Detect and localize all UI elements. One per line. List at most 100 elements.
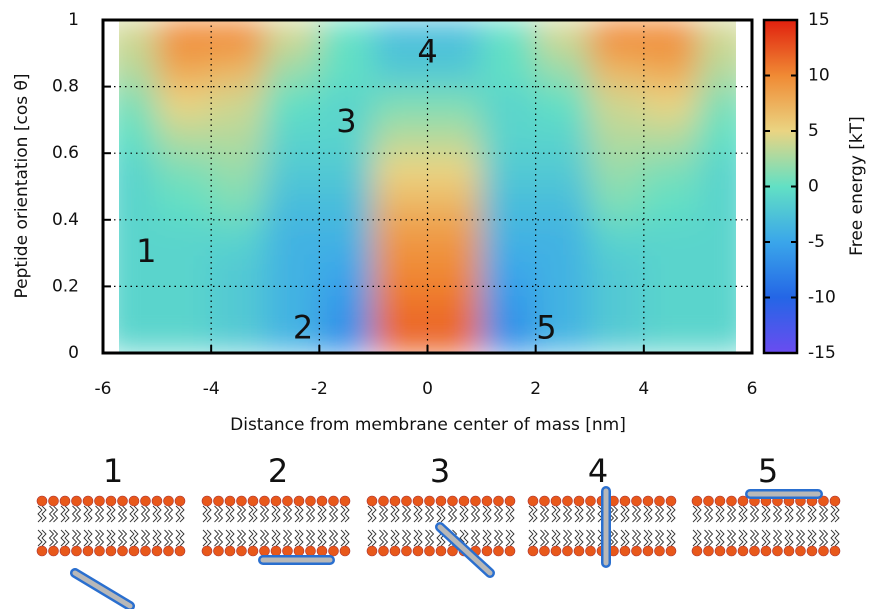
lipid-tail <box>543 529 550 547</box>
heatmap-cell <box>156 152 212 187</box>
lipid-head <box>163 495 174 507</box>
lipid-tail <box>772 529 779 547</box>
heatmap-cell <box>264 52 320 88</box>
lipid-tail <box>719 529 725 547</box>
lipid-head <box>117 545 128 557</box>
lipid-tail <box>742 505 748 523</box>
lipid-head <box>665 495 677 507</box>
lipid-tail <box>317 529 323 547</box>
heatmap-cell <box>427 52 483 88</box>
lipid-tail <box>551 529 557 547</box>
lipid-head <box>527 545 539 557</box>
lipid-tail <box>83 505 89 523</box>
lipid-tail <box>206 529 212 547</box>
lipid-tail <box>428 505 435 523</box>
lipid-tail <box>726 529 733 547</box>
lipid-head <box>562 495 573 507</box>
lipid-tail <box>275 505 281 523</box>
heatmap-cell <box>210 20 266 54</box>
lipid-head <box>282 495 293 507</box>
lipid-head <box>539 545 550 557</box>
y-axis-label: Peptide orientation [cos θ] <box>12 73 32 298</box>
lipid-tail <box>371 505 377 523</box>
lipid-tail <box>539 529 546 547</box>
lipid-tail <box>106 529 112 547</box>
heatmap-cell <box>156 285 212 321</box>
lipid-head <box>282 545 293 557</box>
lipid-tail <box>643 505 649 523</box>
heatmap-cell <box>427 285 483 321</box>
lipid-tail <box>822 505 829 523</box>
heatmap-cell <box>264 285 320 321</box>
lipid-tail <box>263 529 270 547</box>
lipid-tail <box>799 505 806 523</box>
lipid-tail <box>692 505 698 523</box>
heatmap-cell <box>372 219 428 254</box>
lipid-tail <box>417 529 423 547</box>
lipid-tail <box>730 505 737 523</box>
lipid-tail <box>282 529 289 547</box>
lipid-tail <box>144 529 151 547</box>
lipid-tail <box>252 505 258 523</box>
lipid-head <box>737 495 749 507</box>
heatmap-cell <box>427 319 483 353</box>
lipid-tail <box>493 529 500 547</box>
lipid-tail <box>271 505 277 523</box>
heatmap-cell <box>210 52 266 88</box>
lipid-tail <box>48 505 55 523</box>
lipid-tail <box>321 505 327 523</box>
lipid-tail <box>551 505 557 523</box>
lipid-tail <box>742 529 748 547</box>
lipid-tail <box>144 505 151 523</box>
heatmap-cell <box>372 52 428 88</box>
lipid-head <box>389 495 401 507</box>
lipid-head <box>117 495 128 507</box>
lipid-tail <box>795 505 802 523</box>
lipid-tail <box>497 529 504 547</box>
heatmap-cell <box>589 52 645 88</box>
lipid-head <box>818 495 829 507</box>
lipid-tail <box>715 529 721 547</box>
lipid-tail <box>589 529 596 547</box>
x-tick-label: 4 <box>638 379 649 399</box>
heatmap-cell <box>697 86 736 121</box>
lipid-head <box>59 495 71 507</box>
heatmap-cell <box>643 152 699 187</box>
lipid-head <box>527 495 539 507</box>
lipid-tail <box>703 505 710 523</box>
lipid-tail <box>566 529 573 547</box>
heatmap-cell <box>318 52 374 88</box>
lipid-head <box>504 495 516 507</box>
heatmap-cell <box>643 219 699 254</box>
lipid-tail <box>275 529 281 547</box>
colorbar-tick-label: -15 <box>808 343 836 363</box>
lipid-tail <box>822 529 829 547</box>
lipid-tail <box>167 505 174 523</box>
heatmap-cell <box>643 285 699 321</box>
lipid-head <box>795 545 806 557</box>
lipid-tail <box>229 505 235 523</box>
lipid-tail <box>647 505 653 523</box>
lipid-tail <box>776 529 783 547</box>
lipid-tail <box>589 505 596 523</box>
heatmap-cell <box>643 52 699 88</box>
heatmap-cell <box>535 186 591 221</box>
lipid-tail <box>703 529 710 547</box>
lipid-tail <box>505 529 511 547</box>
lipid-tail <box>562 529 569 547</box>
heatmap-cell <box>372 20 428 54</box>
lipid-tail <box>719 505 725 523</box>
x-tick-label: -2 <box>311 379 328 399</box>
lipid-tail <box>401 529 408 547</box>
lipid-head <box>59 545 71 557</box>
lipid-tail <box>240 529 247 547</box>
lipid-tail <box>597 505 603 523</box>
lipid-tail <box>562 505 569 523</box>
heatmap-cell <box>589 20 645 54</box>
lipid-tail <box>784 529 790 547</box>
lipid-tail <box>578 529 584 547</box>
lipid-head <box>585 495 596 507</box>
heatmap-cell <box>589 186 645 221</box>
y-tick-label: 0.6 <box>52 143 79 163</box>
lipid-tail <box>71 505 78 523</box>
